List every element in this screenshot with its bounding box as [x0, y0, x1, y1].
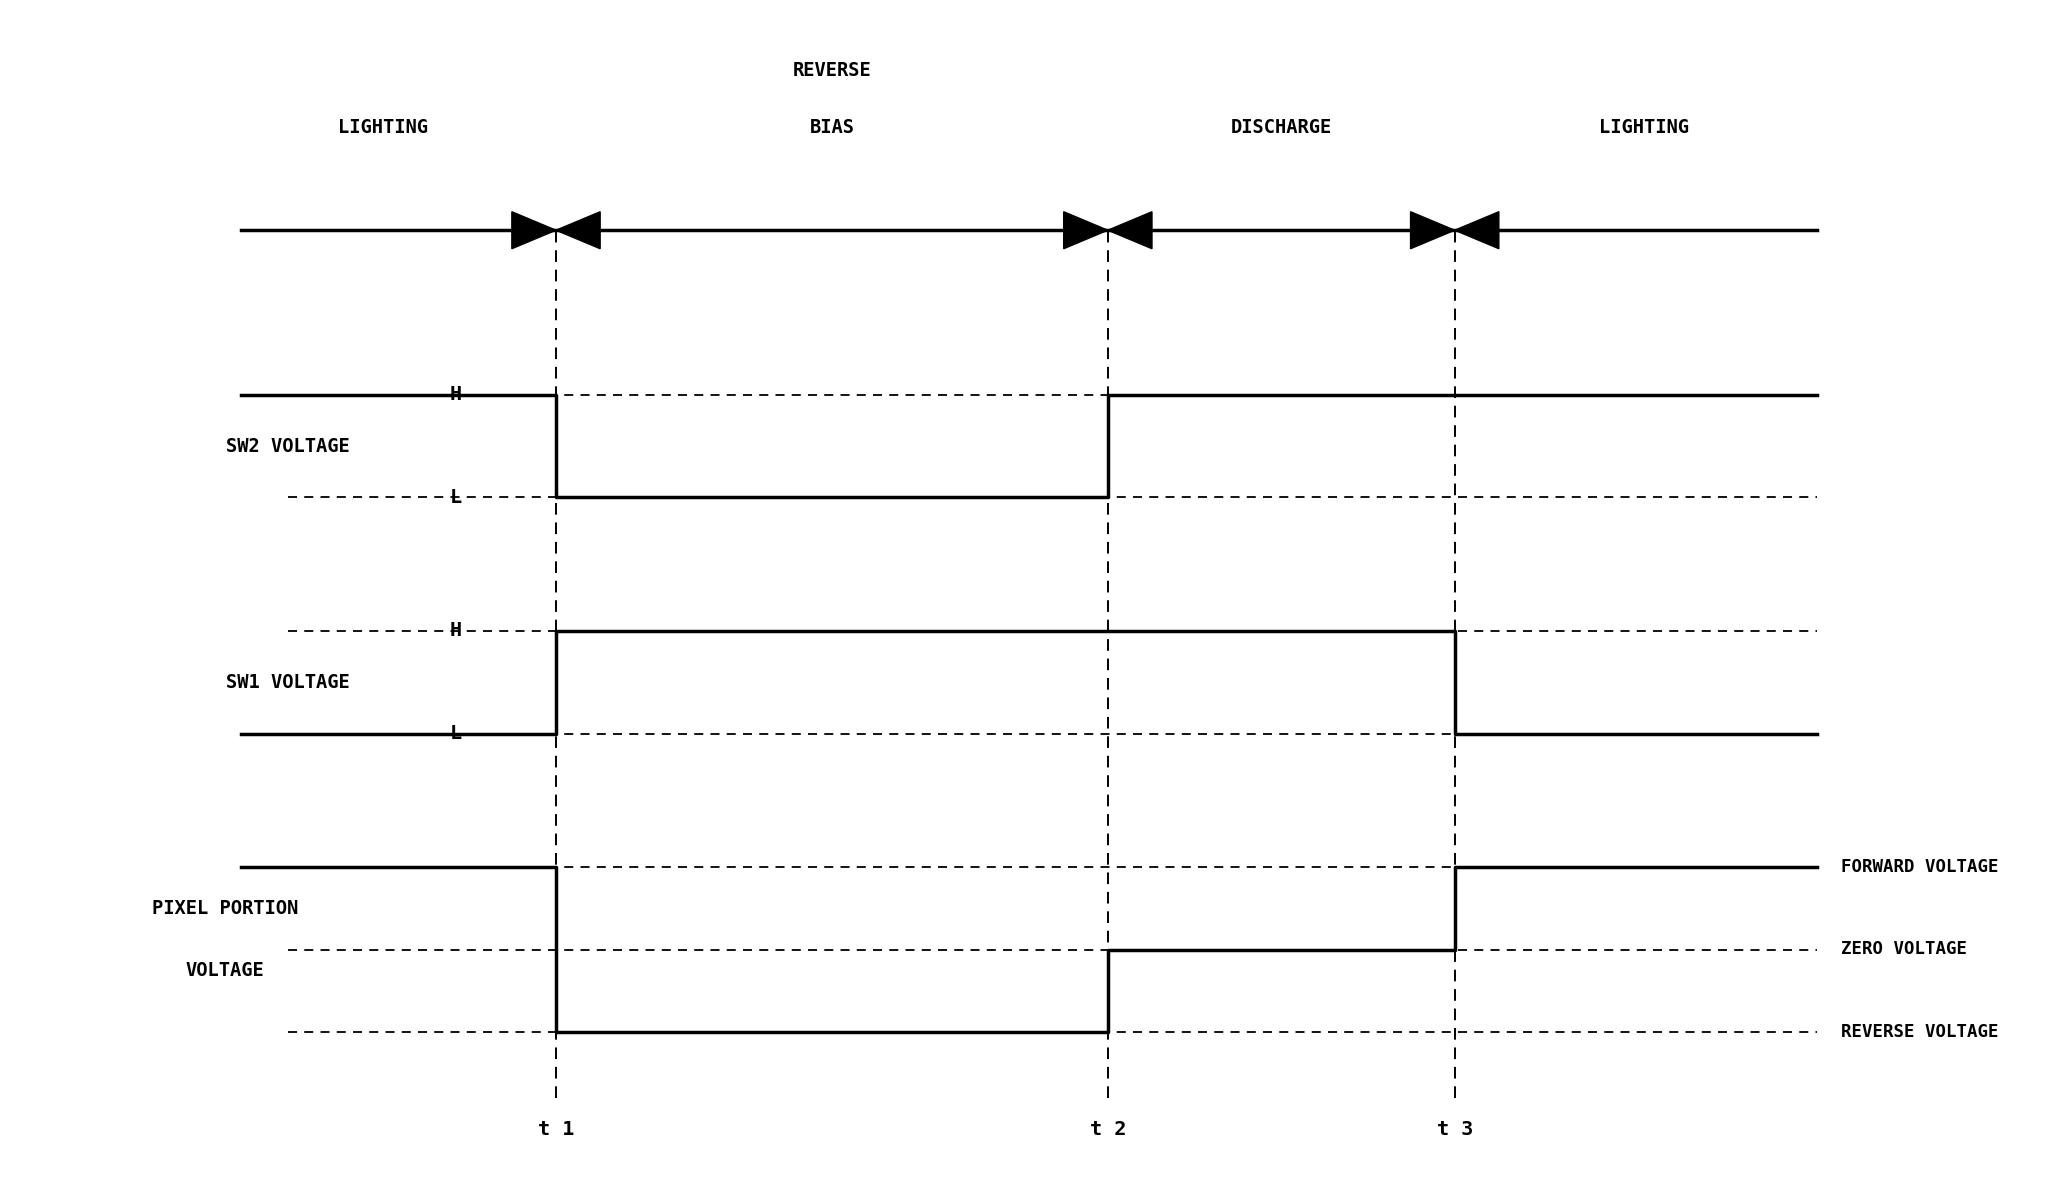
Polygon shape — [1410, 212, 1455, 249]
Text: VOLTAGE: VOLTAGE — [185, 960, 263, 979]
Text: LIGHTING: LIGHTING — [1599, 118, 1690, 137]
Text: t 3: t 3 — [1436, 1120, 1474, 1139]
Text: t 1: t 1 — [537, 1120, 574, 1139]
Text: BIAS: BIAS — [809, 118, 854, 137]
Text: REVERSE: REVERSE — [792, 62, 871, 81]
Text: DISCHARGE: DISCHARGE — [1231, 118, 1332, 137]
Text: PIXEL PORTION: PIXEL PORTION — [152, 898, 298, 917]
Text: REVERSE VOLTAGE: REVERSE VOLTAGE — [1842, 1022, 1998, 1041]
Text: SW2 VOLTAGE: SW2 VOLTAGE — [226, 437, 350, 456]
Text: L: L — [449, 488, 461, 507]
Text: H: H — [449, 621, 461, 640]
Polygon shape — [512, 212, 556, 249]
Text: H: H — [449, 386, 461, 405]
Text: ZERO VOLTAGE: ZERO VOLTAGE — [1842, 940, 1967, 958]
Text: SW1 VOLTAGE: SW1 VOLTAGE — [226, 672, 350, 691]
Text: LIGHTING: LIGHTING — [338, 118, 428, 137]
Polygon shape — [1455, 212, 1498, 249]
Polygon shape — [556, 212, 601, 249]
Text: FORWARD VOLTAGE: FORWARD VOLTAGE — [1842, 858, 1998, 876]
Polygon shape — [1064, 212, 1107, 249]
Polygon shape — [1107, 212, 1152, 249]
Text: t 2: t 2 — [1089, 1120, 1126, 1139]
Text: L: L — [449, 725, 461, 744]
